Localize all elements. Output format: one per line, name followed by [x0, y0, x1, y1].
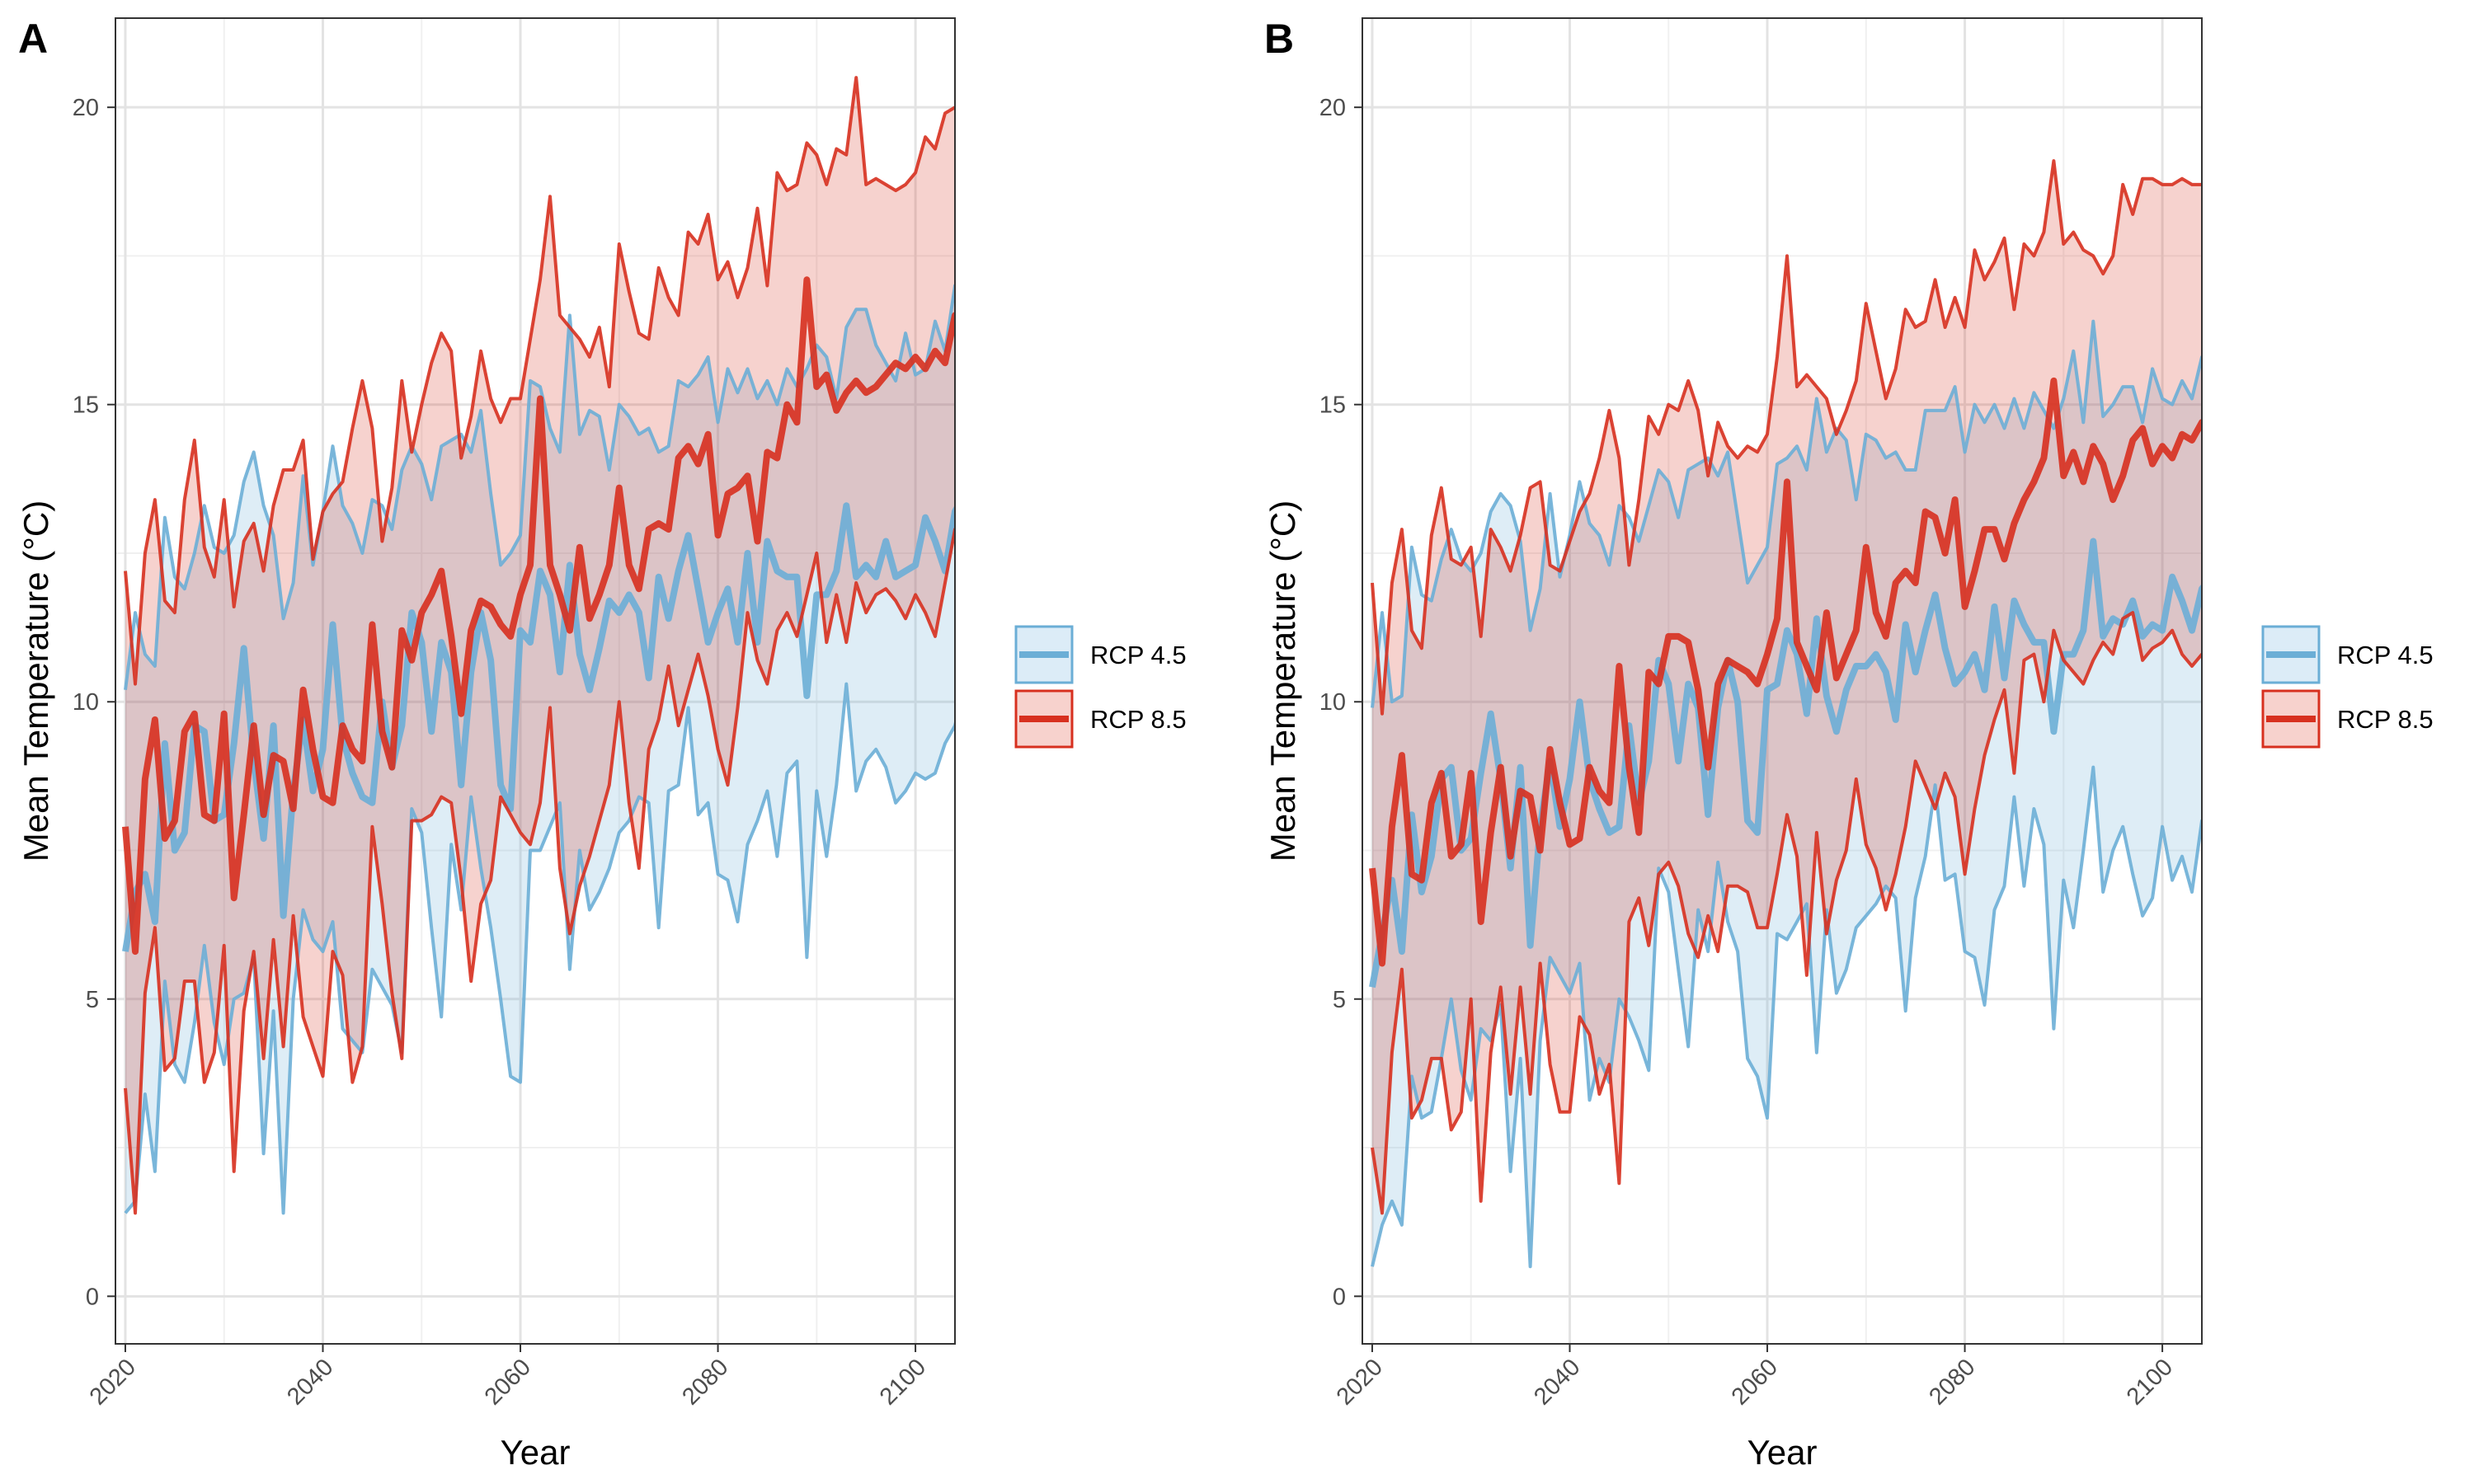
y-tick-label: 10	[1319, 689, 1346, 716]
ribbon-rcp-8-5	[1372, 161, 2202, 1214]
legend: RCP 4.5 RCP 8.5	[2261, 625, 2434, 749]
y-tick-label: 5	[86, 987, 99, 1013]
x-tick-label: 2040	[1529, 1354, 1585, 1410]
y-tick-label: 20	[1319, 95, 1346, 121]
legend-label-rcp-4-5: RCP 4.5	[1090, 641, 1187, 669]
x-tick-label: 2040	[282, 1354, 338, 1410]
legend-label-rcp-4-5: RCP 4.5	[2337, 641, 2434, 669]
ribbon-rcp-4-5	[1372, 321, 2202, 1267]
y-tick-label: 15	[73, 392, 99, 419]
lower-line-rcp-8-5	[1371, 611, 2202, 1215]
mean-line-rcp-4-5	[122, 502, 955, 952]
lower-line-rcp-4-5	[1371, 765, 2202, 1269]
y-axis-title: Mean Temperature (°C)	[16, 500, 55, 862]
plot-background	[115, 18, 955, 1344]
x-axis-title: Year	[501, 1433, 571, 1472]
y-tick-label: 10	[73, 689, 99, 716]
x-tick-label: 2100	[875, 1354, 931, 1410]
x-tick-label: 2020	[1332, 1354, 1388, 1410]
panel-border	[115, 17, 956, 1345]
y-tick-label: 20	[73, 95, 99, 121]
legend-label-rcp-8-5: RCP 8.5	[1090, 705, 1187, 734]
panel-label-b: B	[1264, 16, 1295, 62]
legend: RCP 4.5 RCP 8.5	[1014, 625, 1187, 749]
panel-label-a: A	[18, 16, 49, 62]
plot-area	[1369, 159, 2202, 1269]
y-tick-label: 0	[1333, 1284, 1346, 1310]
x-tick-label: 2080	[1924, 1354, 1980, 1410]
mean-line-rcp-8-5	[1369, 377, 2202, 967]
upper-line-rcp-4-5	[1371, 319, 2202, 708]
y-tick-label: 0	[86, 1284, 99, 1310]
legend-label-rcp-8-5: RCP 8.5	[2337, 705, 2434, 734]
x-tick-label: 2060	[480, 1354, 536, 1410]
x-tick-label: 2020	[85, 1354, 141, 1410]
plot-area	[122, 76, 955, 1215]
upper-line-rcp-8-5	[124, 76, 955, 686]
x-axis-title: Year	[1747, 1433, 1818, 1472]
x-tick-label: 2080	[677, 1354, 733, 1410]
mean-line-rcp-8-5	[122, 276, 955, 956]
y-axis-title: Mean Temperature (°C)	[1263, 500, 1302, 862]
panel-border	[1362, 17, 2203, 1345]
upper-line-rcp-4-5	[124, 284, 955, 691]
lower-line-rcp-4-5	[124, 682, 955, 1215]
y-tick-label: 5	[1333, 987, 1346, 1013]
x-tick-label: 2100	[2122, 1354, 2178, 1410]
y-tick-label: 15	[1319, 392, 1346, 419]
x-tick-label: 2060	[1727, 1354, 1783, 1410]
ribbon-rcp-4-5	[125, 285, 955, 1214]
upper-line-rcp-8-5	[1371, 159, 2202, 716]
lower-line-rcp-8-5	[124, 528, 955, 1215]
